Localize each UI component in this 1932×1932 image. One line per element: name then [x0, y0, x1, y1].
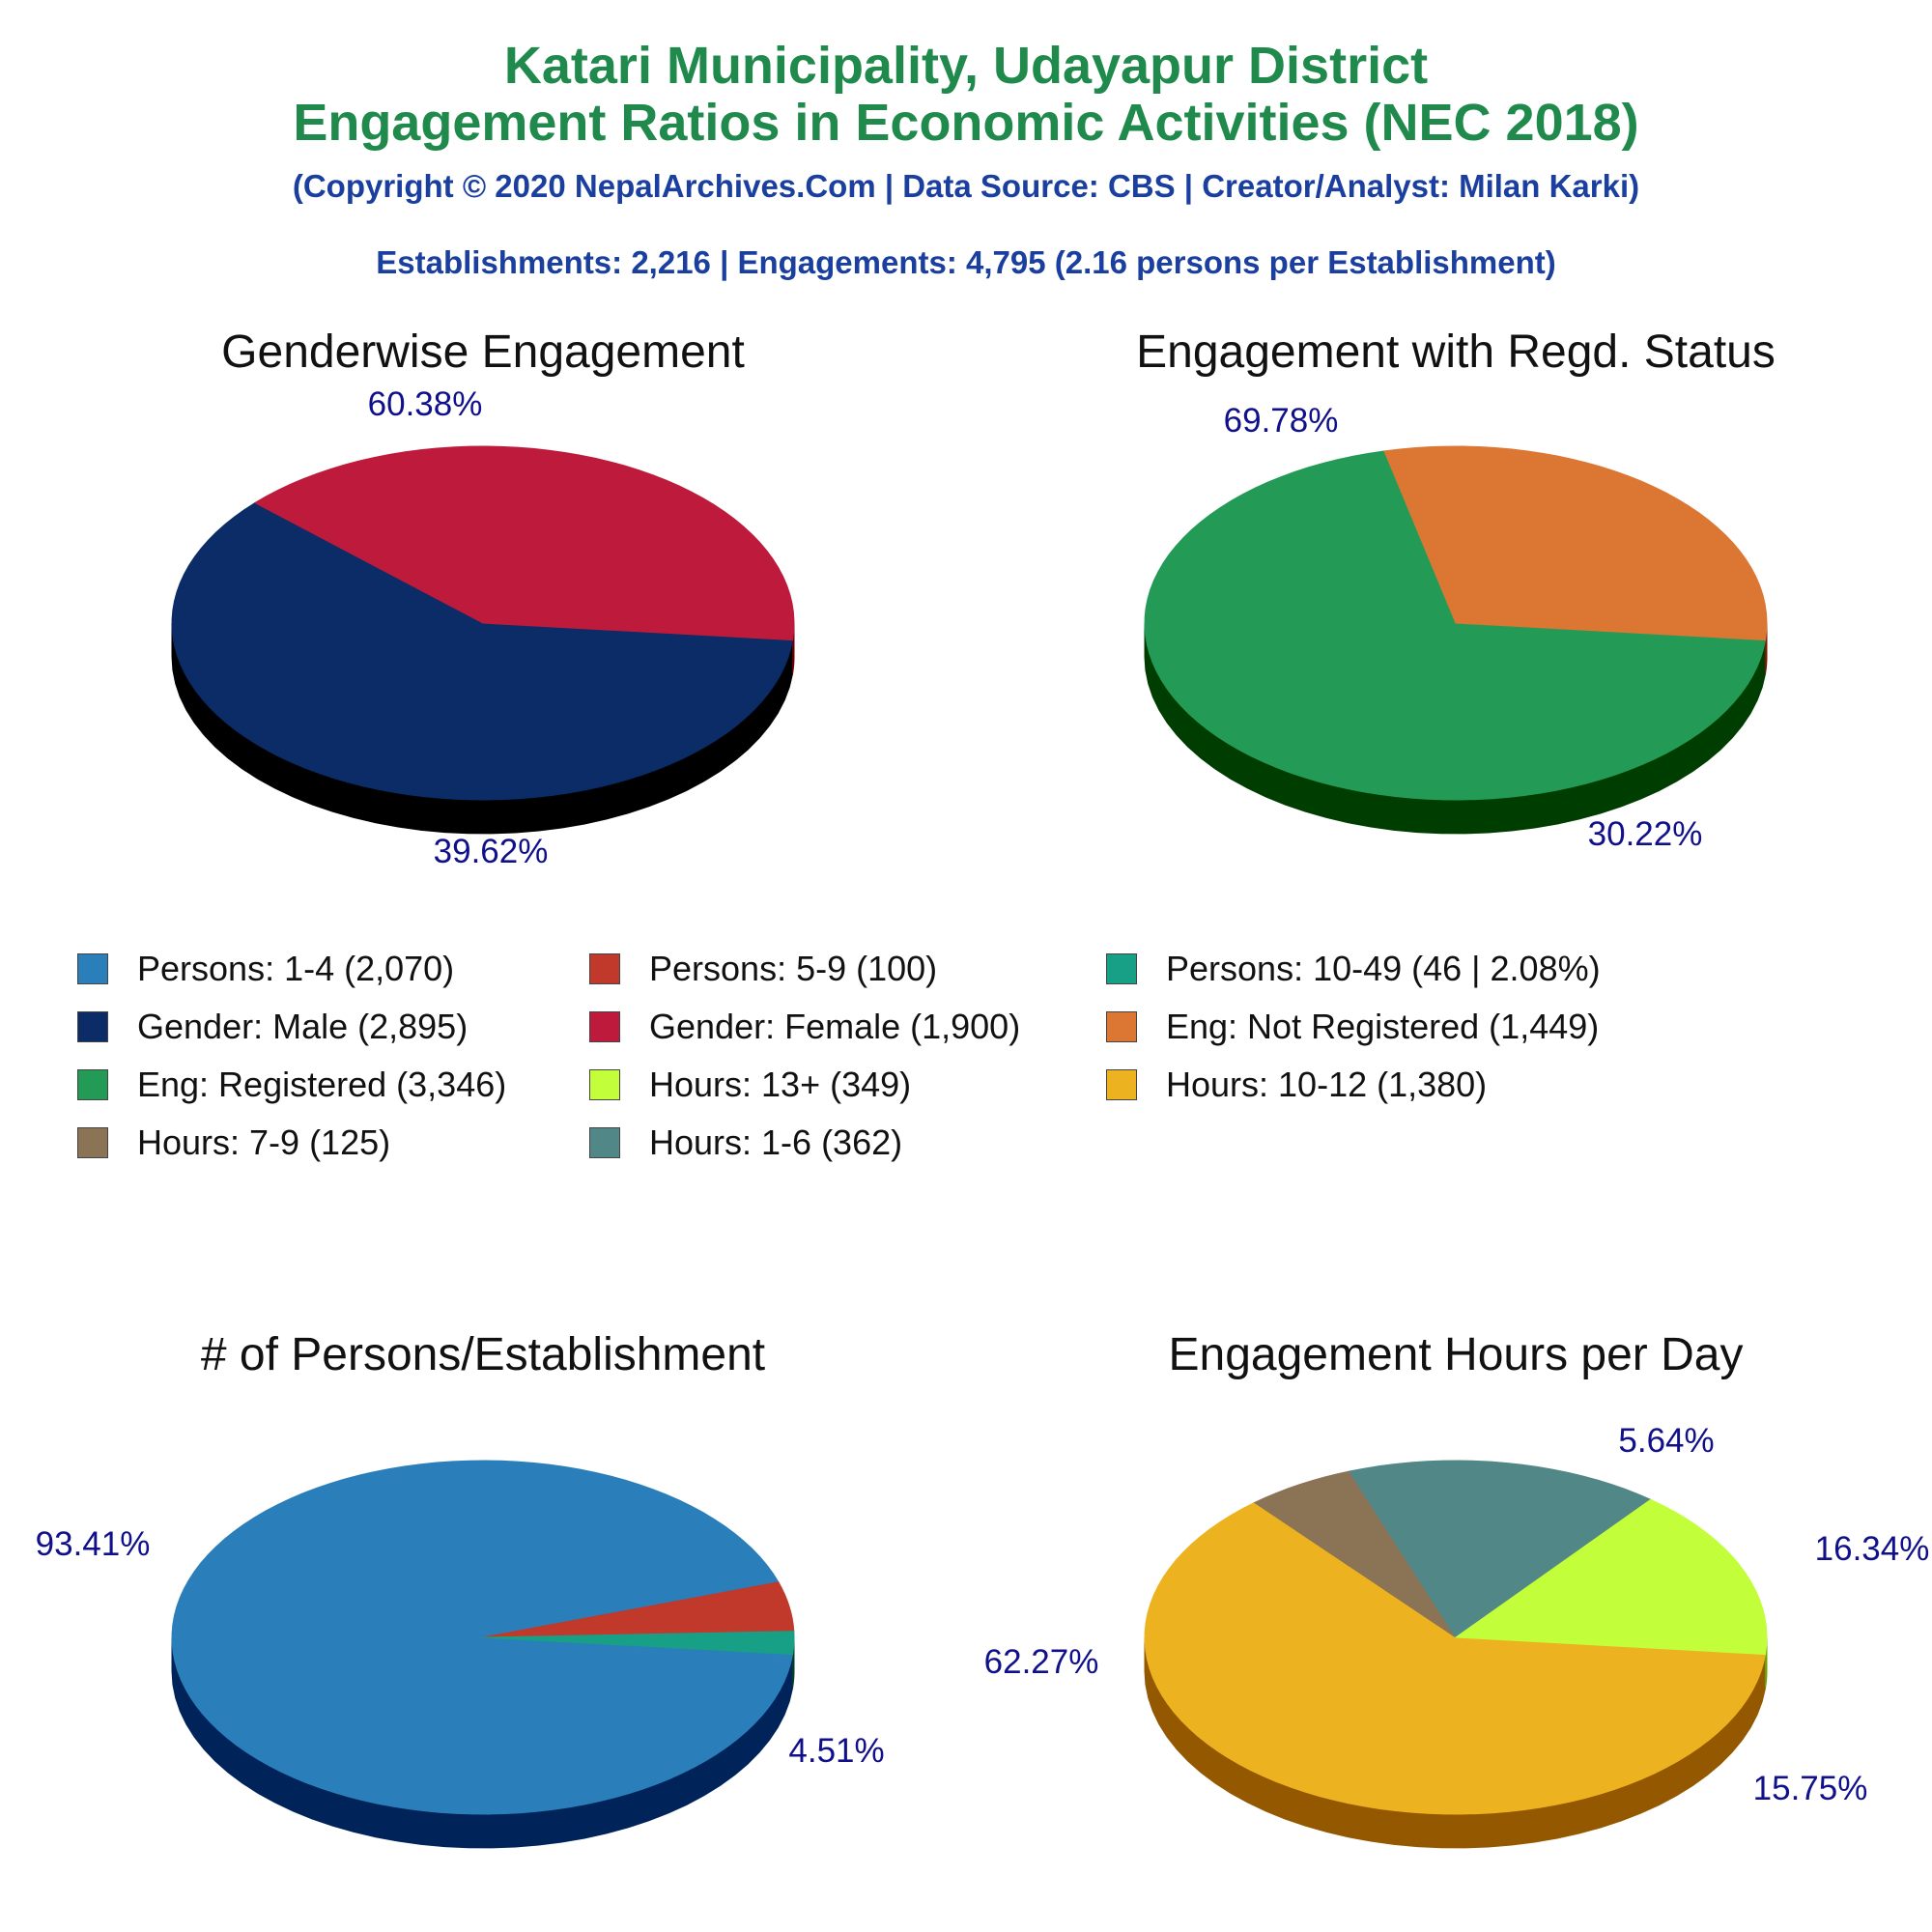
- legend-label: Hours: 10-12 (1,380): [1166, 1065, 1488, 1104]
- pie-slice: [482, 1631, 795, 1656]
- legend-swatch: [1106, 1011, 1137, 1042]
- chart-title: # of Persons/Establishment: [201, 1329, 765, 1380]
- chart-title: Engagement Hours per Day: [1169, 1329, 1744, 1380]
- pie-chart: Engagement with Regd. Status 69.78% 30.22%: [1136, 327, 1776, 853]
- legend-swatch: [77, 1069, 108, 1100]
- summary-subtitle: Establishments: 2,216 | Engagements: 4,7…: [376, 244, 1556, 280]
- legend-item: Persons: 10-49 (46 | 2.08%): [1106, 949, 1601, 988]
- pie-slice-label: 62.27%: [984, 1643, 1099, 1681]
- pie-slice-label: 16.34%: [1815, 1530, 1930, 1568]
- pie-slice-label: 15.75%: [1753, 1770, 1868, 1807]
- pie-slice-label: 60.38%: [368, 385, 483, 423]
- pie-chart: # of Persons/Establishment 93.41% 4.51%: [36, 1329, 885, 1849]
- pie-slice-label: 30.22%: [1588, 815, 1703, 853]
- legend-swatch: [589, 1011, 620, 1042]
- pie-slice: [171, 1460, 794, 1815]
- legend-item: Persons: 5-9 (100): [589, 949, 938, 988]
- legend-swatch: [589, 953, 620, 984]
- legend-swatch: [77, 1127, 108, 1158]
- legend-item: Hours: 1-6 (362): [589, 1122, 903, 1162]
- legend-item: Eng: Registered (3,346): [77, 1065, 506, 1104]
- legend-label: Hours: 13+ (349): [649, 1065, 912, 1104]
- pie-slice: [171, 501, 794, 801]
- legend-swatch: [1106, 953, 1137, 984]
- copyright-subtitle: (Copyright © 2020 NepalArchives.Com | Da…: [292, 168, 1640, 204]
- title-line-2: Engagement Ratios in Economic Activities…: [293, 94, 1639, 152]
- legend-swatch: [589, 1127, 620, 1158]
- legend-item: Gender: Female (1,900): [589, 1007, 1021, 1046]
- legend-item: Hours: 7-9 (125): [77, 1122, 391, 1162]
- legend-item: Hours: 10-12 (1,380): [1106, 1065, 1487, 1104]
- legend-label: Gender: Male (2,895): [137, 1007, 469, 1046]
- legend-item: Hours: 13+ (349): [589, 1065, 911, 1104]
- legend-label: Gender: Female (1,900): [649, 1007, 1021, 1046]
- legend-label: Persons: 10-49 (46 | 2.08%): [1166, 949, 1601, 988]
- legend-item: Gender: Male (2,895): [77, 1007, 469, 1046]
- pie-chart: Engagement Hours per Day 62.27% 5.64% 16.34…: [984, 1329, 1930, 1849]
- legend-label: Persons: 5-9 (100): [649, 949, 938, 988]
- legend-swatch: [589, 1069, 620, 1100]
- legend-label: Hours: 1-6 (362): [649, 1122, 903, 1162]
- pie-slice-label: 5.64%: [1618, 1422, 1714, 1460]
- pie-slice-label: 4.51%: [788, 1732, 884, 1770]
- pie-slice: [1253, 1470, 1457, 1638]
- pie-slice-label: 93.41%: [36, 1525, 151, 1563]
- pie-chart: Genderwise Engagement 60.38% 39.62%: [171, 327, 795, 870]
- title-line-1: Katari Municipality, Udayapur District: [503, 37, 1429, 95]
- legend-label: Eng: Registered (3,346): [137, 1065, 507, 1104]
- pie-slice-label: 39.62%: [434, 833, 549, 870]
- pie-slice-label: 69.78%: [1224, 402, 1339, 440]
- legend-swatch: [1106, 1069, 1137, 1100]
- chart-title: Engagement with Regd. Status: [1136, 327, 1776, 378]
- pie-slice: [1144, 1501, 1767, 1815]
- pie-slice: [1454, 1498, 1768, 1656]
- pie-slice: [1349, 1460, 1652, 1638]
- pie-slice: [253, 445, 795, 641]
- chart-title: Genderwise Engagement: [221, 327, 745, 378]
- legend-label: Eng: Not Registered (1,449): [1166, 1007, 1600, 1046]
- pie-slice: [1144, 450, 1767, 801]
- legend-label: Persons: 1-4 (2,070): [137, 949, 455, 988]
- pie-slice: [482, 1581, 795, 1638]
- legend-item: Persons: 1-4 (2,070): [77, 949, 455, 988]
- legend-swatch: [77, 1011, 108, 1042]
- legend-item: Eng: Not Registered (1,449): [1106, 1007, 1600, 1046]
- legend-swatch: [77, 953, 108, 984]
- pie-slice: [1383, 445, 1768, 641]
- legend-label: Hours: 7-9 (125): [137, 1122, 391, 1162]
